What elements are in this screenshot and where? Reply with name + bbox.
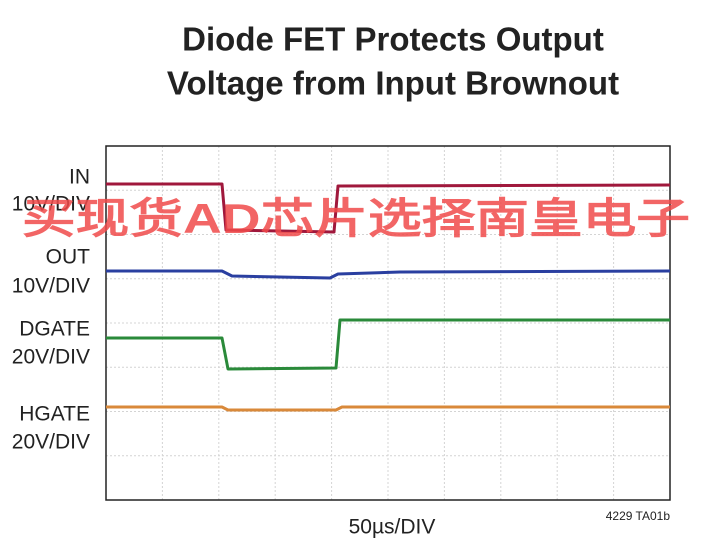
channel-name: OUT: [46, 246, 91, 269]
trace-hgate: [106, 405, 670, 412]
trace-out: [106, 269, 671, 280]
figure-id: 4229 TA01b: [606, 509, 671, 523]
channel-scale: 10V/DIV: [12, 193, 90, 216]
channel-scale: 20V/DIV: [12, 431, 90, 454]
trace-dgate: [106, 318, 670, 371]
channel-scale: 10V/DIV: [12, 275, 90, 298]
channel-name: DGATE: [19, 318, 90, 341]
scope-frame: [105, 145, 671, 501]
channel-name: HGATE: [19, 403, 90, 426]
trace-in: [106, 182, 671, 234]
title-line: Voltage from Input Brownout: [167, 65, 619, 102]
channel-scale: 20V/DIV: [12, 346, 90, 369]
watermark: 买现货AD芯片选择南皇电子: [22, 195, 690, 242]
title-line: Diode FET Protects Output: [182, 21, 604, 58]
channel-name: IN: [69, 166, 90, 189]
scope-grid: [106, 146, 670, 500]
time-scale: 50µs/DIV: [349, 516, 436, 539]
